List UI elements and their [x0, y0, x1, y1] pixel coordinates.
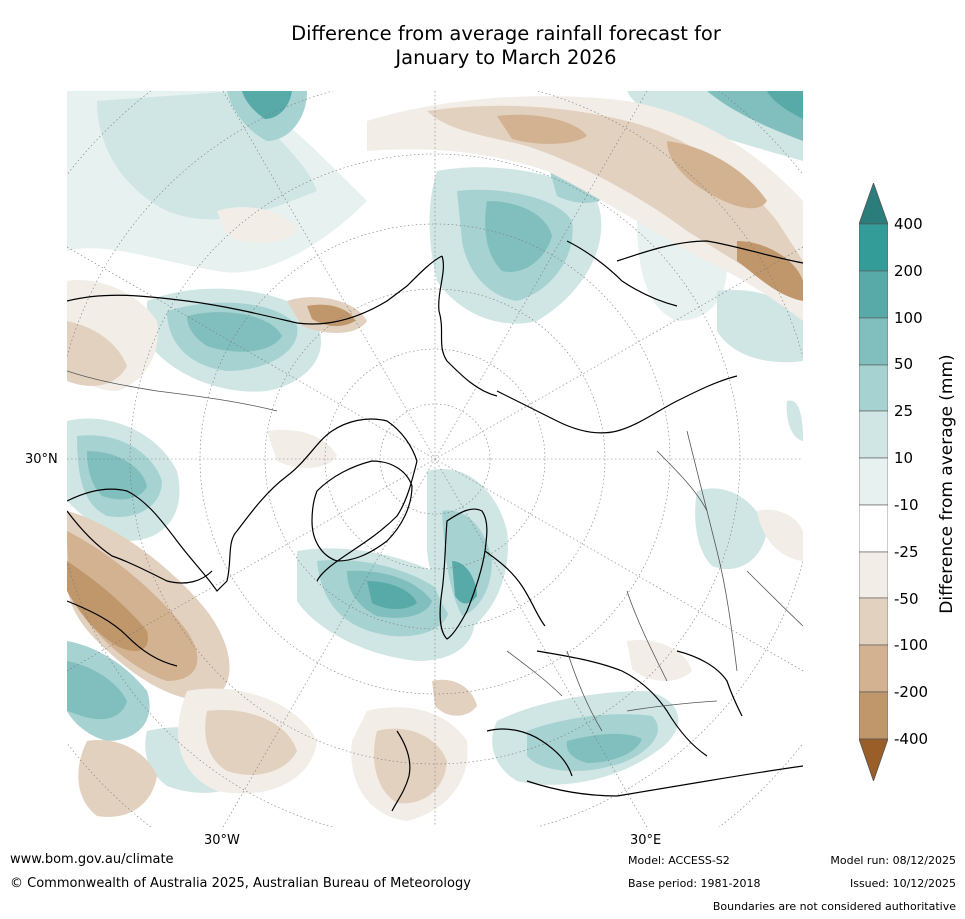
- colorbar-band-m50-m100: [858, 644, 889, 693]
- footer-website: www.bom.gov.au/climate: [10, 852, 174, 867]
- colorbar-extend-top: [858, 181, 889, 225]
- colorbar-tick-m10: -10: [894, 496, 919, 514]
- colorbar-band-100-200: [858, 317, 889, 366]
- country-borders: [67, 370, 803, 732]
- colorbar-tick-50: 50: [894, 355, 914, 373]
- colorbar-band-m10-m25: [858, 551, 889, 599]
- dry-anomaly-atlantic-south: [78, 688, 317, 817]
- footer-model: Model: ACCESS-S2: [628, 854, 730, 867]
- colorbar-band-25-50: [858, 410, 889, 459]
- colorbar-tick-m100: -100: [894, 636, 929, 654]
- colorbar-title: Difference from average (mm): [937, 354, 957, 614]
- colorbar-band-m25-m50: [858, 597, 889, 646]
- wet-anomaly-north-atlantic: [297, 548, 475, 661]
- colorbar-tick-200: 200: [894, 262, 923, 280]
- dry-anomaly-northern-arc: [367, 96, 803, 322]
- colorbar-band-neutral: [858, 504, 889, 553]
- lat-30n-label: 30°N: [25, 452, 58, 467]
- colorbar-tick-m400: -400: [894, 730, 929, 748]
- wet-anomaly-top-right: [627, 91, 803, 363]
- map-canvas: [67, 91, 803, 827]
- dry-anomaly-north-america-west: [67, 280, 158, 391]
- lon-30w-label: 30°W: [204, 833, 240, 848]
- rainfall-anomaly-map: [67, 91, 803, 827]
- wet-anomaly-gulf-of-alaska: [147, 288, 322, 392]
- colorbar-graphic: [858, 181, 889, 783]
- colorbar-extend-bottom: [858, 738, 889, 783]
- colorbar-tick-m25: -25: [894, 543, 919, 561]
- colorbar-tick-m50: -50: [894, 590, 919, 608]
- chart-title: Difference from average rainfall forecas…: [200, 22, 812, 70]
- colorbar-tick-10: 10: [894, 449, 914, 467]
- footer-disclaimer: Boundaries are not considered authoritat…: [712, 900, 956, 913]
- colorbar: [858, 181, 889, 783]
- footer-copyright: © Commonwealth of Australia 2025, Austra…: [10, 876, 471, 891]
- dry-anomaly-west-america: [67, 511, 230, 701]
- footer-model-run: Model run: 08/12/2025: [830, 854, 956, 867]
- graticule-lines: [67, 91, 803, 827]
- colorbar-band-200-400: [858, 270, 889, 319]
- lon-30e-label: 30°E: [630, 833, 662, 848]
- dry-anomaly-iberia-atlantic: [351, 679, 477, 821]
- colorbar-tick-100: 100: [894, 309, 923, 327]
- wet-anomaly-central-asia: [695, 400, 803, 570]
- colorbar-tick-m200: -200: [894, 683, 929, 701]
- wet-anomaly-scandinavia: [427, 469, 508, 631]
- footer-issued: Issued: 10/12/2025: [849, 877, 956, 890]
- title-line-2: January to March 2026: [395, 46, 617, 69]
- colorbar-band-400-plus: [858, 223, 889, 272]
- colorbar-band-50-100: [858, 364, 889, 412]
- colorbar-tick-25: 25: [894, 402, 914, 420]
- title-line-1: Difference from average rainfall forecas…: [291, 22, 721, 45]
- wet-anomaly-mediterranean: [492, 691, 679, 785]
- coastlines: [67, 240, 803, 812]
- dry-anomaly-misc: [217, 207, 803, 681]
- footer-base-period: Base period: 1981-2018: [628, 877, 761, 890]
- colorbar-band-m100-m200-b: [858, 691, 889, 740]
- colorbar-tick-400: 400: [894, 215, 923, 233]
- colorbar-band-10-25: [858, 457, 889, 506]
